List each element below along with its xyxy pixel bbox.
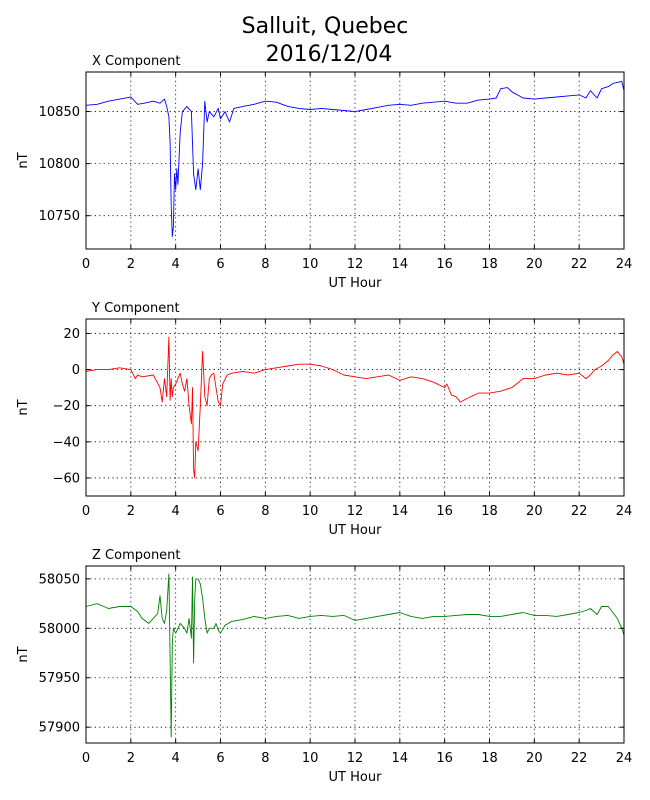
x-tick-label: 6 (216, 257, 224, 272)
x-tick-label: 6 (216, 751, 224, 766)
x-tick-label: 24 (616, 751, 633, 766)
x-tick-label: 12 (347, 257, 364, 272)
y-tick-label: 20 (63, 327, 80, 342)
y-tick-label: 58000 (39, 622, 80, 637)
x-tick-label: 16 (436, 504, 453, 519)
x-tick-label: 8 (261, 257, 269, 272)
y-tick-label: 57950 (39, 671, 80, 686)
y-tick-label: 10750 (39, 209, 80, 224)
panel-title: Z Component (92, 548, 181, 563)
x-tick-label: 0 (82, 504, 90, 519)
x-tick-label: 14 (392, 257, 409, 272)
x-tick-label: 6 (216, 504, 224, 519)
x-tick-label: 8 (261, 504, 269, 519)
y-tick-label: −60 (53, 471, 80, 486)
x-tick-label: 16 (436, 257, 453, 272)
x-tick-label: 2 (127, 751, 135, 766)
x-tick-label: 4 (172, 504, 180, 519)
y-tick-label: 10800 (39, 157, 80, 172)
x-tick-label: 2 (127, 504, 135, 519)
y-tick-label: 0 (72, 363, 80, 378)
y-tick-label: −20 (53, 399, 80, 414)
y-axis-label: nT (16, 399, 31, 415)
figure-title-line-2: 2016/12/04 (266, 42, 393, 67)
y-axis-label: nT (16, 646, 31, 662)
x-tick-label: 12 (347, 751, 364, 766)
x-tick-label: 10 (302, 504, 319, 519)
y-tick-label: 10850 (39, 105, 80, 120)
series-line (85, 573, 625, 738)
y-axis-label: nT (16, 152, 31, 168)
x-tick-label: 12 (347, 504, 364, 519)
x-tick-label: 20 (526, 751, 543, 766)
figure-title-line-1: Salluit, Quebec (242, 14, 409, 39)
x-axis-label: UT Hour (329, 523, 383, 538)
panel-title: Y Component (91, 301, 180, 316)
x-tick-label: 10 (302, 257, 319, 272)
x-tick-label: 10 (302, 751, 319, 766)
panel-title: X Component (92, 54, 181, 69)
x-tick-label: 18 (481, 751, 498, 766)
x-tick-label: 20 (526, 257, 543, 272)
x-tick-label: 0 (82, 751, 90, 766)
y-tick-label: 58050 (39, 572, 80, 587)
x-tick-label: 18 (481, 257, 498, 272)
y-tick-label: −40 (53, 435, 80, 450)
x-tick-label: 24 (616, 257, 633, 272)
x-tick-label: 8 (261, 751, 269, 766)
x-tick-label: 14 (392, 504, 409, 519)
x-tick-label: 16 (436, 751, 453, 766)
x-tick-label: 14 (392, 751, 409, 766)
y-tick-label: 57900 (39, 721, 80, 736)
x-tick-label: 22 (571, 257, 588, 272)
series-line (85, 80, 625, 237)
x-tick-label: 22 (571, 504, 588, 519)
x-tick-label: 18 (481, 504, 498, 519)
x-tick-label: 4 (172, 751, 180, 766)
series-line (85, 336, 625, 479)
x-axis-label: UT Hour (329, 276, 383, 291)
x-tick-label: 24 (616, 504, 633, 519)
x-axis-label: UT Hour (329, 770, 383, 785)
x-tick-label: 4 (172, 257, 180, 272)
x-tick-label: 20 (526, 504, 543, 519)
x-tick-label: 2 (127, 257, 135, 272)
x-tick-label: 22 (571, 751, 588, 766)
x-tick-label: 0 (82, 257, 90, 272)
